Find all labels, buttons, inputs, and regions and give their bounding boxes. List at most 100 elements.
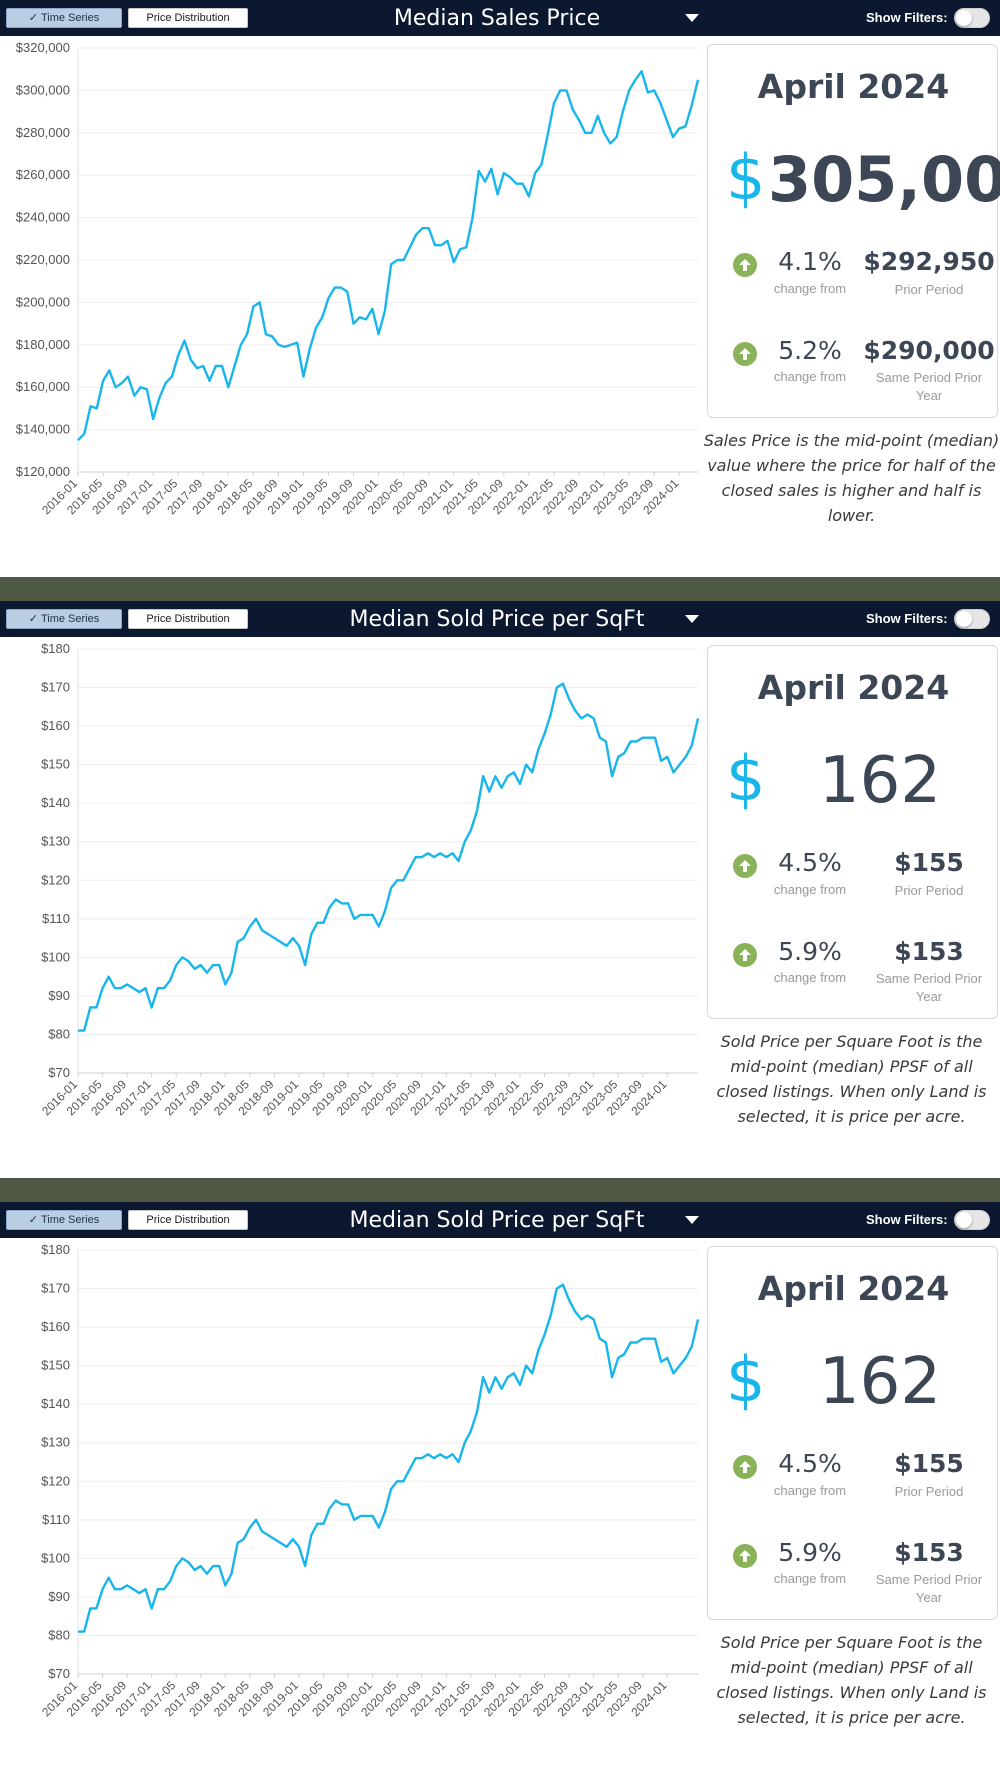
data-point[interactable] xyxy=(89,1006,91,1008)
data-point[interactable] xyxy=(279,1542,281,1544)
data-point[interactable] xyxy=(304,964,306,966)
data-point[interactable] xyxy=(494,1376,496,1378)
data-point[interactable] xyxy=(470,829,472,831)
data-point[interactable] xyxy=(428,227,430,229)
data-point[interactable] xyxy=(546,134,548,136)
data-point[interactable] xyxy=(390,1488,392,1490)
data-point[interactable] xyxy=(328,1507,330,1509)
data-point[interactable] xyxy=(528,195,530,197)
data-point[interactable] xyxy=(77,1630,79,1632)
data-point[interactable] xyxy=(236,941,238,943)
data-point[interactable] xyxy=(519,783,521,785)
data-point[interactable] xyxy=(218,964,220,966)
data-point[interactable] xyxy=(574,1310,576,1312)
tab-price-distribution[interactable]: Price Distribution xyxy=(128,8,248,28)
data-point[interactable] xyxy=(476,1411,478,1413)
data-point[interactable] xyxy=(678,1364,680,1366)
data-point[interactable] xyxy=(218,1565,220,1567)
data-point[interactable] xyxy=(107,975,109,977)
data-point[interactable] xyxy=(95,1607,97,1609)
data-point[interactable] xyxy=(439,852,441,854)
show-filters-toggle[interactable] xyxy=(954,1210,990,1230)
data-point[interactable] xyxy=(697,79,699,81)
data-point[interactable] xyxy=(77,439,79,441)
data-point[interactable] xyxy=(609,142,611,144)
data-point[interactable] xyxy=(494,775,496,777)
data-point[interactable] xyxy=(421,1457,423,1459)
data-point[interactable] xyxy=(190,358,192,360)
data-point[interactable] xyxy=(371,1515,373,1517)
data-point[interactable] xyxy=(206,972,208,974)
data-point[interactable] xyxy=(464,841,466,843)
data-point[interactable] xyxy=(126,983,128,985)
data-point[interactable] xyxy=(697,717,699,719)
data-point[interactable] xyxy=(599,1337,601,1339)
data-point[interactable] xyxy=(175,1565,177,1567)
data-point[interactable] xyxy=(402,1480,404,1482)
data-point[interactable] xyxy=(273,937,275,939)
data-point[interactable] xyxy=(378,1526,380,1528)
data-point[interactable] xyxy=(409,246,411,248)
data-point[interactable] xyxy=(132,987,134,989)
data-point[interactable] xyxy=(660,760,662,762)
data-point[interactable] xyxy=(559,89,561,91)
data-point[interactable] xyxy=(175,964,177,966)
data-point[interactable] xyxy=(341,1503,343,1505)
data-point[interactable] xyxy=(537,748,539,750)
data-point[interactable] xyxy=(267,933,269,935)
data-point[interactable] xyxy=(611,1376,613,1378)
data-point[interactable] xyxy=(537,1349,539,1351)
data-point[interactable] xyxy=(543,1334,545,1336)
data-point[interactable] xyxy=(193,968,195,970)
data-point[interactable] xyxy=(531,1372,533,1374)
data-point[interactable] xyxy=(224,1584,226,1586)
data-point[interactable] xyxy=(685,1357,687,1359)
data-point[interactable] xyxy=(298,1546,300,1548)
data-point[interactable] xyxy=(572,108,574,110)
data-point[interactable] xyxy=(138,1592,140,1594)
data-point[interactable] xyxy=(255,918,257,920)
data-point[interactable] xyxy=(365,914,367,916)
data-point[interactable] xyxy=(267,1534,269,1536)
data-point[interactable] xyxy=(83,1630,85,1632)
data-point[interactable] xyxy=(132,1588,134,1590)
data-point[interactable] xyxy=(202,365,204,367)
data-point[interactable] xyxy=(181,956,183,958)
data-point[interactable] xyxy=(296,341,298,343)
data-point[interactable] xyxy=(322,1522,324,1524)
data-point[interactable] xyxy=(634,79,636,81)
data-point[interactable] xyxy=(273,1538,275,1540)
data-point[interactable] xyxy=(647,91,649,93)
data-point[interactable] xyxy=(525,763,527,765)
data-point[interactable] xyxy=(353,918,355,920)
data-point[interactable] xyxy=(236,1542,238,1544)
data-point[interactable] xyxy=(227,386,229,388)
data-point[interactable] xyxy=(459,248,461,250)
data-point[interactable] xyxy=(243,1538,245,1540)
data-point[interactable] xyxy=(592,717,594,719)
data-point[interactable] xyxy=(150,1607,152,1609)
data-point[interactable] xyxy=(439,1453,441,1455)
data-point[interactable] xyxy=(549,713,551,715)
data-point[interactable] xyxy=(513,1372,515,1374)
data-point[interactable] xyxy=(378,925,380,927)
data-point[interactable] xyxy=(482,775,484,777)
data-point[interactable] xyxy=(359,316,361,318)
data-point[interactable] xyxy=(484,180,486,182)
data-point[interactable] xyxy=(321,316,323,318)
data-point[interactable] xyxy=(347,902,349,904)
data-point[interactable] xyxy=(421,227,423,229)
data-point[interactable] xyxy=(556,686,558,688)
data-point[interactable] xyxy=(590,132,592,134)
data-point[interactable] xyxy=(139,386,141,388)
data-point[interactable] xyxy=(660,1361,662,1363)
data-point[interactable] xyxy=(635,740,637,742)
data-point[interactable] xyxy=(384,1511,386,1513)
data-point[interactable] xyxy=(292,1538,294,1540)
data-point[interactable] xyxy=(556,1287,558,1289)
data-point[interactable] xyxy=(659,102,661,104)
data-point[interactable] xyxy=(352,322,354,324)
data-point[interactable] xyxy=(158,397,160,399)
data-point[interactable] xyxy=(261,1530,263,1532)
data-point[interactable] xyxy=(574,709,576,711)
